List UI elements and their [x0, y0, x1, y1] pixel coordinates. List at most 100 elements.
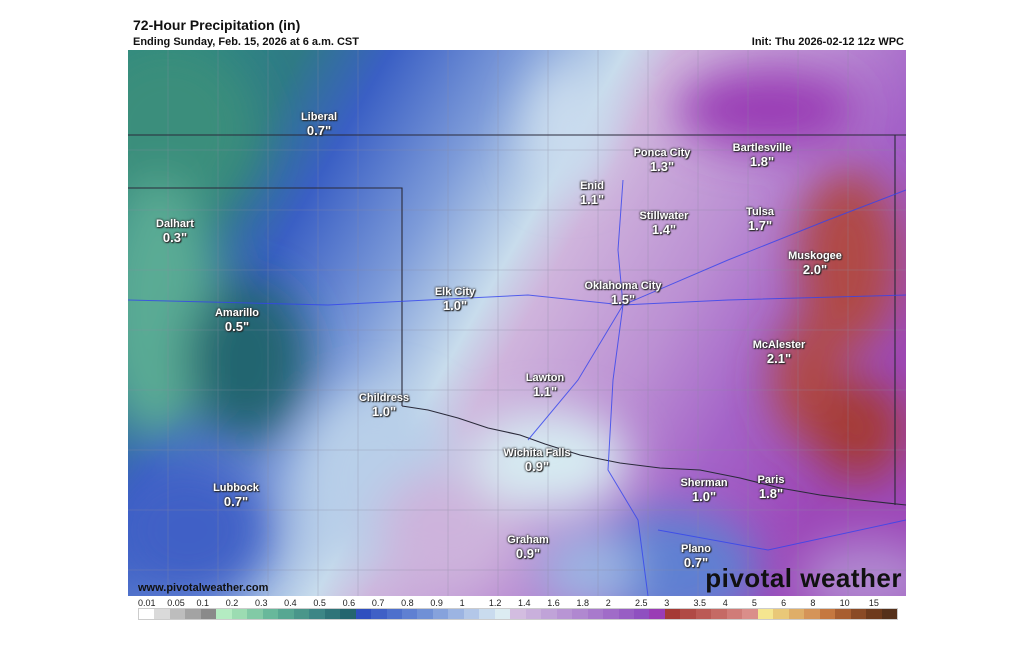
legend-swatch	[216, 609, 232, 619]
legend-label: 1.4	[518, 598, 531, 608]
legend-swatch	[371, 609, 387, 619]
city-label: Amarillo 0.5"	[215, 307, 259, 334]
legend-swatch	[819, 609, 836, 619]
legend-swatch	[355, 609, 372, 619]
city-name: Graham	[507, 534, 549, 546]
legend-swatch	[634, 609, 650, 619]
city-name: Childress	[358, 392, 410, 404]
city-name: Elk City	[434, 286, 476, 298]
city-label: Enid 1.1"	[580, 180, 604, 207]
legend-swatch	[247, 609, 263, 619]
legend-label: 0.05	[167, 598, 185, 608]
city-precip-value: 2.1"	[766, 351, 792, 366]
city-label: Paris 1.8"	[758, 474, 785, 501]
city-name: Amarillo	[214, 307, 260, 319]
city-label: Bartlesville 1.8"	[733, 142, 792, 169]
legend-swatch	[386, 609, 402, 619]
legend-swatch	[309, 609, 325, 619]
legend-swatch	[680, 609, 696, 619]
legend-swatch	[773, 609, 789, 619]
city-name: McAlester	[752, 339, 806, 351]
legend-label: 10	[839, 598, 850, 608]
legend-label: 3	[664, 598, 670, 608]
city-label: Wichita Falls 0.9"	[503, 447, 570, 474]
legend-swatch	[185, 609, 201, 619]
city-name: Muskogee	[788, 250, 842, 262]
city-name: Wichita Falls	[503, 447, 571, 459]
city-precip-value: 0.9"	[524, 459, 550, 474]
map-title: 72-Hour Precipitation (in)	[133, 17, 301, 33]
legend-swatch	[572, 609, 588, 619]
city-label: Sherman 1.0"	[680, 477, 727, 504]
city-label: Lubbock 0.7"	[213, 482, 259, 509]
legend-swatch	[340, 609, 356, 619]
legend-label: 0.5	[313, 598, 326, 608]
legend-labels: 0.01 0.05 0.1 0.2 0.3 0.4 0.5 0.6 0.7 0.8 0.9 1 1.2 1…	[138, 598, 898, 608]
legend-swatch	[603, 609, 619, 619]
valid-time: Ending Sunday, Feb. 15, 2026 at 6 a.m. C…	[133, 36, 359, 48]
legend-label: 1	[459, 598, 465, 608]
site-url: www.pivotalweather.com	[138, 582, 269, 594]
legend-label: 0.01	[138, 598, 156, 608]
legend-label: 4	[722, 598, 728, 608]
legend-swatch	[881, 609, 897, 619]
legend-label: 0.6	[342, 598, 356, 608]
city-name: Lubbock	[213, 482, 259, 494]
city-label: Muskogee 2.0"	[788, 250, 842, 277]
legend-label: 2.5	[634, 598, 648, 608]
county-lines	[128, 50, 906, 596]
legend-swatch	[525, 609, 542, 619]
legend-swatch	[788, 609, 805, 619]
legend-label: 8	[810, 598, 816, 608]
brand-logo: pivotal weather	[705, 563, 902, 593]
city-name: Bartlesville	[732, 142, 792, 154]
color-legend	[138, 608, 898, 620]
legend-swatch	[169, 609, 186, 619]
city-name: Liberal	[300, 111, 338, 123]
precip-field	[128, 50, 906, 596]
legend-swatch	[711, 609, 727, 619]
legend-swatch	[494, 609, 511, 619]
city-precip-value: 0.3"	[162, 230, 188, 245]
city-precip-value: 0.7"	[306, 123, 332, 138]
legend-swatch	[324, 609, 341, 619]
legend-swatch	[432, 609, 449, 619]
legend-swatch	[417, 609, 433, 619]
legend-swatch	[401, 609, 418, 619]
legend-swatch	[510, 609, 526, 619]
legend-label: 5	[751, 598, 757, 608]
city-precip-value: 1.8"	[758, 486, 784, 501]
legend-swatch	[200, 609, 217, 619]
legend-swatch	[293, 609, 310, 619]
city-label: Stillwater 1.4"	[640, 210, 689, 237]
init-time: Init: Thu 2026-02-12 12z WPC	[751, 36, 904, 48]
legend-swatch	[866, 609, 882, 619]
city-label: Ponca City 1.3"	[634, 147, 691, 174]
legend-swatch	[742, 609, 758, 619]
city-precip-value: 1.3"	[649, 159, 675, 174]
city-label: Graham 0.9"	[507, 534, 549, 561]
legend-swatch	[587, 609, 604, 619]
city-label: McAlester 2.1"	[753, 339, 806, 366]
legend-swatch	[463, 609, 480, 619]
legend-label: 0.2	[225, 598, 239, 608]
legend-label: 1.6	[547, 598, 560, 608]
legend-label: 1.2	[488, 598, 502, 608]
legend-label: 0.9	[430, 598, 443, 608]
legend-swatch	[726, 609, 743, 619]
legend-swatch	[556, 609, 573, 619]
legend-label: 2	[605, 598, 611, 608]
city-name: Oklahoma City	[584, 280, 662, 292]
city-label: Tulsa 1.7"	[746, 206, 774, 233]
legend-swatch	[448, 609, 464, 619]
legend-swatch	[850, 609, 867, 619]
legend-swatch	[695, 609, 712, 619]
state-borders	[128, 134, 906, 506]
legend-label: 15	[868, 598, 879, 608]
legend-swatch	[479, 609, 495, 619]
city-name: Paris	[757, 474, 785, 486]
legend-swatch	[262, 609, 279, 619]
city-precip-value: 0.7"	[223, 494, 249, 509]
legend-swatch	[154, 609, 170, 619]
legend-label: 3.5	[693, 598, 706, 608]
